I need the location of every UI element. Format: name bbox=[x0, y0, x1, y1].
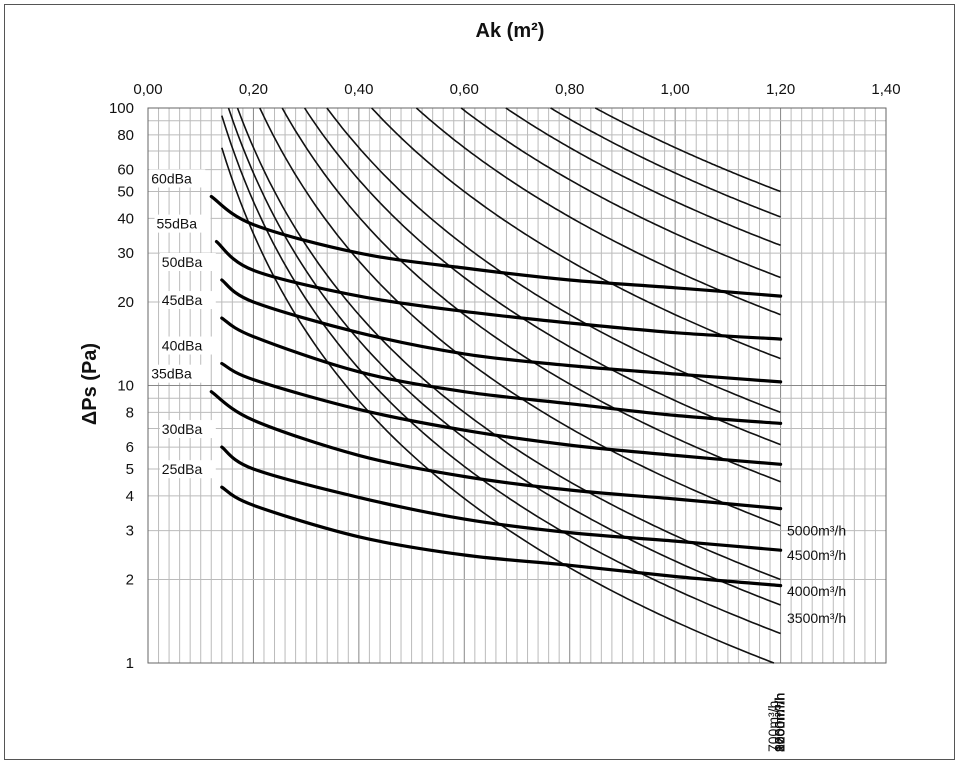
y-tick-label: 40 bbox=[117, 210, 134, 227]
flow-curve-label: 5000m³/h bbox=[787, 523, 846, 539]
noise-curve bbox=[220, 278, 783, 384]
x-tick-label: 0,60 bbox=[450, 81, 479, 98]
flow-curve bbox=[594, 107, 781, 193]
x-tick-label: 1,00 bbox=[661, 81, 690, 98]
plot-border bbox=[147, 107, 887, 664]
flow-curve-label: 800m³/h bbox=[772, 701, 788, 752]
noise-label-bg bbox=[159, 460, 216, 479]
noise-label-bg bbox=[159, 291, 216, 310]
noise-curve bbox=[209, 194, 783, 298]
flow-curve-label: 1750m³/h bbox=[772, 693, 788, 752]
noise-curve bbox=[220, 361, 783, 466]
y-tick-label: 4 bbox=[126, 488, 134, 505]
noise-label-bg bbox=[149, 169, 206, 188]
noise-curves bbox=[209, 194, 783, 588]
noise-label-bg bbox=[149, 364, 206, 383]
chart-labels: 0,00 0,20 0,40 0,60 0,80 1,00 1,20 1,40 1 2 3 4 5 6 8 1… bbox=[109, 81, 901, 752]
x-tick-label: 0,40 bbox=[344, 81, 373, 98]
noise-curve bbox=[214, 240, 783, 341]
flow-curve bbox=[550, 107, 781, 218]
flow-curve-label: 700m³/h bbox=[765, 701, 781, 752]
flow-curve bbox=[460, 107, 781, 279]
x-tick-label: 0,80 bbox=[555, 81, 584, 98]
flow-curve bbox=[221, 147, 775, 664]
flow-curve-label: 900m³/h bbox=[772, 701, 788, 752]
x-tick-label: 1,40 bbox=[871, 81, 900, 98]
x-tick-label: 0,20 bbox=[239, 81, 268, 98]
y-tick-label: 100 bbox=[109, 100, 134, 117]
flow-curve-label: 1250m³/h bbox=[772, 693, 788, 752]
noise-curve-label: 30dBa bbox=[162, 421, 203, 437]
flow-curve-label: 2000m³/h bbox=[772, 693, 788, 752]
flow-curve-label: 4500m³/h bbox=[787, 547, 846, 563]
flow-curve-label: 3500m³/h bbox=[787, 610, 846, 626]
y-tick-label: 60 bbox=[117, 162, 134, 179]
flow-curve bbox=[326, 107, 781, 414]
y-tick-label: 30 bbox=[117, 245, 134, 262]
noise-curve-label: 55dBa bbox=[157, 216, 198, 232]
y-tick-label: 10 bbox=[117, 378, 134, 395]
flow-curve-label: 2500m³/h bbox=[772, 693, 788, 752]
noise-curve bbox=[220, 445, 783, 552]
x-axis-title: Ak (m²) bbox=[476, 20, 545, 42]
flow-curve-label: 1000m³/h bbox=[772, 693, 788, 752]
noise-curve-label: 40dBa bbox=[162, 338, 203, 354]
y-tick-label: 2 bbox=[126, 571, 134, 588]
flow-curve bbox=[303, 107, 781, 446]
y-tick-label: 3 bbox=[126, 523, 134, 540]
noise-curve-label: 60dBa bbox=[151, 170, 192, 186]
flow-curve bbox=[227, 107, 781, 606]
y-tick-label: 6 bbox=[126, 439, 134, 456]
x-tick-label: 1,20 bbox=[766, 81, 795, 98]
noise-label-bg bbox=[154, 214, 211, 233]
noise-curve-label: 25dBa bbox=[162, 461, 203, 477]
flow-curve bbox=[371, 107, 781, 360]
y-tick-label: 80 bbox=[117, 127, 134, 144]
flow-curve-label: 1500m³/h bbox=[772, 693, 788, 752]
noise-curve bbox=[220, 316, 783, 425]
flow-curve-label: 3000m³/h bbox=[772, 693, 788, 752]
noise-curve-label: 35dBa bbox=[151, 366, 192, 382]
y-tick-label: 8 bbox=[126, 404, 134, 421]
noise-label-bg bbox=[159, 336, 216, 355]
y-tick-label: 50 bbox=[117, 184, 134, 201]
flow-curve bbox=[505, 107, 781, 247]
noise-curve-label: 45dBa bbox=[162, 292, 203, 308]
y-tick-label: 20 bbox=[117, 294, 134, 311]
noise-curve-label: 50dBa bbox=[162, 254, 203, 270]
x-tick-label: 0,00 bbox=[133, 81, 162, 98]
noise-label-bg bbox=[159, 420, 216, 439]
noise-curve bbox=[220, 485, 783, 588]
flow-curve bbox=[221, 115, 781, 635]
chart-grid bbox=[147, 107, 887, 664]
y-axis-title: ΔPs (Pa) bbox=[79, 343, 101, 425]
y-tick-label: 5 bbox=[126, 461, 134, 478]
flow-curve-label: 4000m³/h bbox=[787, 583, 846, 599]
noise-label-bg bbox=[159, 252, 216, 271]
noise-curve bbox=[209, 390, 783, 511]
y-tick-label: 1 bbox=[126, 655, 134, 672]
